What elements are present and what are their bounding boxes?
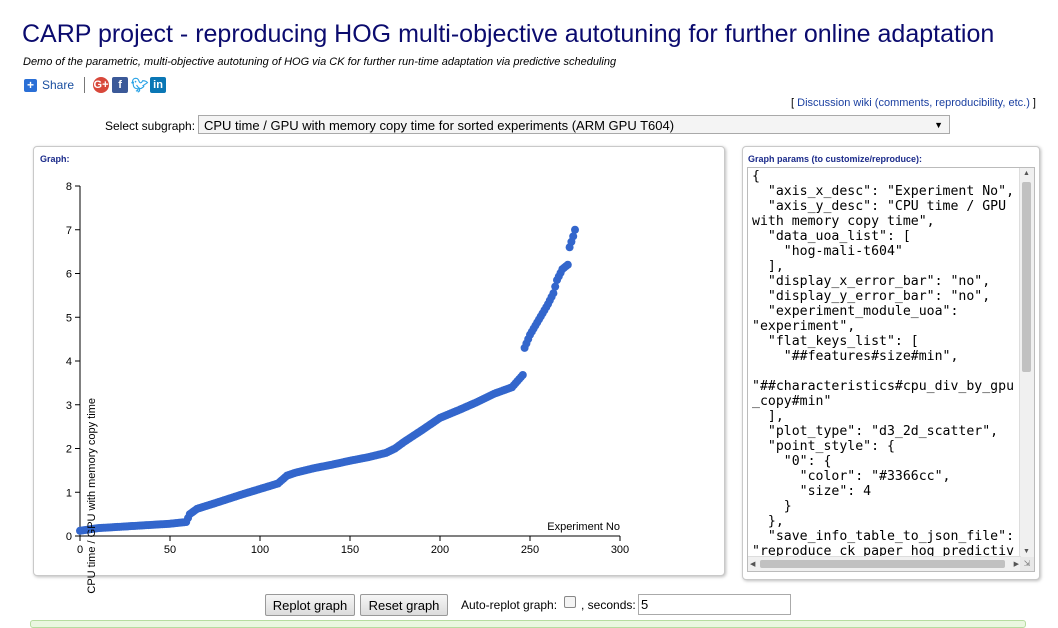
chart-points — [76, 225, 579, 535]
y-tick-label: 6 — [66, 269, 72, 281]
x-tick-label: 300 — [611, 544, 629, 556]
x-tick-label: 50 — [164, 544, 176, 556]
seconds-input[interactable] — [638, 594, 791, 615]
subgraph-selected-value: CPU time / GPU with memory copy time for… — [204, 118, 675, 133]
resize-handle-icon[interactable]: ⇲ — [1020, 557, 1034, 571]
replot-graph-button[interactable]: Replot graph — [265, 594, 355, 616]
share-plus-icon[interactable]: + — [24, 78, 37, 92]
auto-replot-label: Auto-replot graph: — [461, 598, 558, 612]
x-axis-label: Experiment No — [547, 521, 620, 533]
x-tick-label: 0 — [77, 544, 83, 556]
graph-params-json[interactable]: { "axis_x_desc": "Experiment No", "axis_… — [752, 169, 1015, 559]
x-tick-label: 200 — [431, 544, 449, 556]
status-bar — [30, 620, 1026, 628]
page-subtitle: Demo of the parametric, multi-objective … — [23, 56, 617, 68]
graph-panel-title: Graph: — [40, 154, 70, 164]
scroll-left-icon[interactable]: ◀ — [750, 561, 756, 568]
y-tick-label: 1 — [66, 487, 72, 499]
wiki-bracket-close: ] — [1029, 97, 1036, 109]
scatter-point — [518, 371, 527, 379]
scroll-down-icon[interactable]: ▼ — [1023, 548, 1030, 555]
horizontal-scrollbar[interactable]: ◀ ▶ — [748, 556, 1021, 571]
linkedin-icon[interactable]: in — [150, 77, 167, 93]
scatter-point — [563, 260, 572, 269]
scroll-thumb[interactable] — [1022, 182, 1031, 372]
dropdown-arrow-icon: ▼ — [934, 120, 943, 130]
y-tick-label: 8 — [66, 181, 72, 193]
reset-graph-button[interactable]: Reset graph — [360, 594, 448, 616]
x-tick-label: 150 — [341, 544, 359, 556]
params-panel — [742, 146, 1040, 580]
twitter-icon[interactable]: 🐦︎ — [131, 77, 149, 93]
x-tick-label: 100 — [251, 544, 269, 556]
scatter-point — [549, 289, 558, 298]
scatter-point — [569, 232, 578, 241]
seconds-label: , seconds: — [581, 598, 636, 612]
y-tick-label: 4 — [66, 356, 72, 368]
wiki-link-container: [ Discussion wiki (comments, reproducibi… — [791, 97, 1036, 109]
share-bar: + Share G+ f 🐦︎ in — [24, 77, 169, 93]
params-panel-title: Graph params (to customize/reproduce): — [748, 154, 923, 164]
y-tick-label: 3 — [66, 400, 72, 412]
wiki-bracket-open: [ — [791, 97, 798, 109]
subgraph-label: Select subgraph: — [105, 119, 196, 133]
scatter-point — [551, 282, 560, 291]
x-tick-label: 250 — [521, 544, 539, 556]
y-tick-label: 5 — [66, 312, 72, 324]
discussion-wiki-link[interactable]: Discussion wiki (comments, reproducibili… — [797, 97, 1030, 109]
y-tick-label: 0 — [66, 531, 72, 543]
auto-replot-checkbox[interactable] — [564, 596, 576, 608]
h-scroll-thumb[interactable] — [760, 560, 1005, 568]
scatter-point — [571, 225, 579, 234]
google-plus-icon[interactable]: G+ — [93, 77, 110, 93]
scroll-right-icon[interactable]: ▶ — [1013, 561, 1019, 568]
facebook-icon[interactable]: f — [112, 77, 129, 93]
divider — [84, 77, 86, 93]
y-tick-label: 7 — [66, 225, 72, 237]
scatter-chart: 0 50 100 150 200 250 300 0 1 2 3 4 5 6 7 8 Experiment N… — [66, 181, 629, 594]
scroll-up-icon[interactable]: ▲ — [1023, 170, 1030, 177]
chart-axes: 0 50 100 150 200 250 300 0 1 2 3 4 5 6 7 8 — [66, 181, 629, 556]
y-tick-label: 2 — [66, 444, 72, 456]
share-link[interactable]: Share — [42, 78, 75, 92]
page-title: CARP project - reproducing HOG multi-obj… — [22, 20, 995, 48]
graph-params-textarea[interactable]: { "axis_x_desc": "Experiment No", "axis_… — [747, 167, 1035, 572]
graph-panel — [33, 146, 725, 576]
vertical-scrollbar[interactable]: ▲ ▼ — [1019, 168, 1034, 557]
subgraph-select[interactable]: CPU time / GPU with memory copy time for… — [198, 115, 950, 134]
y-axis-label: CPU time / GPU with memory copy time — [86, 398, 98, 594]
